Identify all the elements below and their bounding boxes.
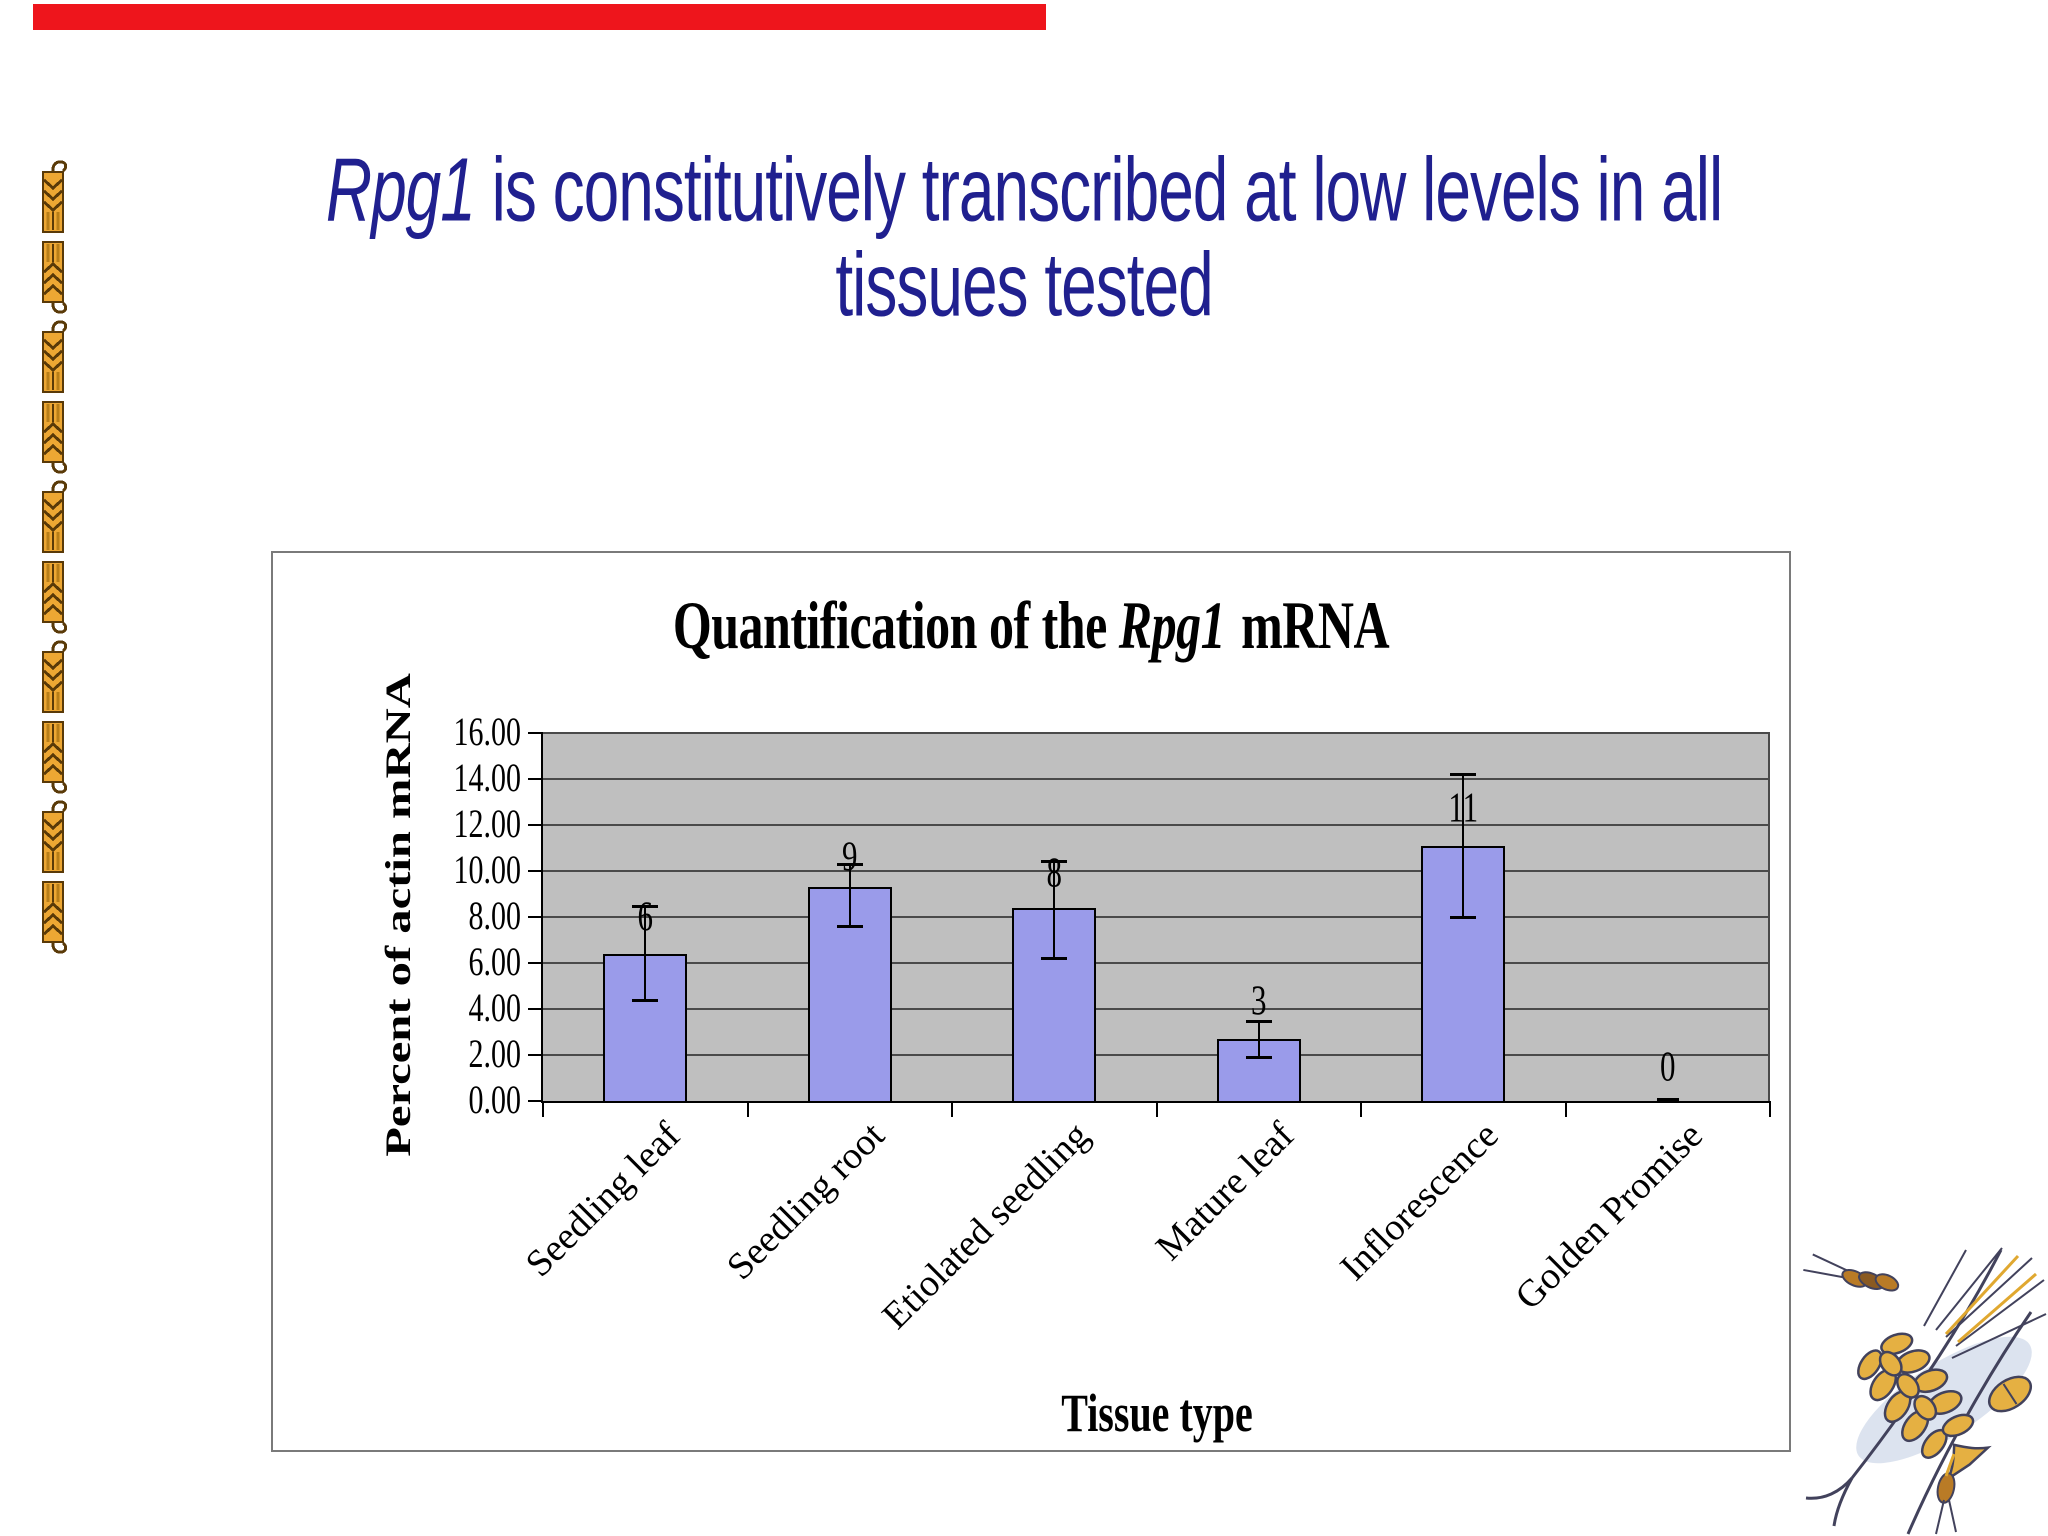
y-tick	[528, 1100, 543, 1102]
slide-title-line2: tissues tested	[835, 234, 1213, 336]
error-bar-cap-bottom	[1656, 1098, 1679, 1102]
wheat-column-icon	[41, 160, 67, 954]
y-tick-label: 0.00	[468, 1078, 522, 1123]
error-bar-cap-bottom	[1450, 916, 1477, 919]
y-tick-label: 14.00	[453, 756, 522, 801]
bar-value-label: 6	[637, 892, 654, 940]
slide-title-gene: Rpg1	[325, 139, 476, 240]
barley-ear-icon	[1803, 1247, 2047, 1535]
y-tick-label: 6.00	[468, 940, 522, 985]
error-bar-line	[848, 864, 851, 927]
chart-title: Quantification of the Rpg1 mRNA	[271, 589, 1791, 662]
plot-right-border	[1768, 733, 1770, 1101]
x-tick	[951, 1101, 953, 1117]
error-bar-cap-bottom	[1245, 1056, 1272, 1060]
gridline	[543, 732, 1770, 734]
y-tick-label: 2.00	[468, 1032, 522, 1077]
gridline	[543, 870, 1770, 872]
x-axis-title: Tissue type	[1061, 1382, 1253, 1444]
y-tick	[528, 824, 543, 826]
gridline	[543, 1054, 1770, 1056]
bar-value-label: 9	[842, 832, 858, 881]
y-tick	[528, 962, 543, 964]
error-bar-line	[1053, 860, 1056, 959]
gridline	[543, 1008, 1770, 1010]
y-tick	[528, 732, 543, 734]
gridline	[543, 916, 1770, 918]
y-tick-label: 4.00	[468, 986, 522, 1031]
bar-value-label: 3	[1251, 976, 1267, 1024]
error-bar-cap-bottom	[836, 925, 863, 929]
y-tick-label: 10.00	[453, 848, 522, 893]
gridline	[543, 778, 1770, 780]
y-tick	[528, 778, 543, 780]
error-bar-cap-top	[836, 863, 863, 867]
y-tick-label: 12.00	[453, 802, 522, 847]
error-bar-cap-top	[1245, 1019, 1272, 1023]
error-bar-cap-top	[1041, 859, 1068, 863]
x-tick	[1360, 1101, 1362, 1117]
x-tick	[746, 1101, 749, 1117]
chart-title-gene: Rpg1	[1118, 587, 1226, 663]
error-bar-cap-bottom	[632, 998, 659, 1002]
y-tick	[528, 870, 543, 872]
y-tick	[528, 1054, 543, 1056]
bar	[1012, 907, 1097, 1101]
y-axis-line	[541, 733, 543, 1103]
chart-title-prefix: Quantification of the	[672, 587, 1119, 663]
bar-value-label: 0	[1660, 1042, 1676, 1090]
bar-value-label: 8	[1046, 848, 1063, 897]
y-tick	[528, 1008, 543, 1010]
error-bar-cap-top	[632, 904, 659, 908]
bar-value-label: 11	[1448, 783, 1479, 831]
error-bar-cap-bottom	[1041, 957, 1068, 961]
error-bar-line	[1462, 774, 1465, 917]
y-tick-label: 8.00	[468, 894, 522, 939]
y-tick	[528, 916, 543, 918]
gridline	[543, 962, 1770, 964]
red-accent-bar	[33, 4, 1046, 30]
error-bar-line	[1257, 1020, 1260, 1058]
error-bar-line	[644, 905, 647, 1000]
slide-title: Rpg1 is constitutively transcribed at lo…	[0, 142, 2048, 332]
x-tick	[1564, 1101, 1567, 1117]
slide-title-line1: Rpg1 is constitutively transcribed at lo…	[325, 139, 1723, 240]
chart-title-suffix: mRNA	[1241, 587, 1390, 663]
x-tick	[542, 1101, 544, 1117]
x-tick	[1155, 1101, 1158, 1117]
y-tick-label: 16.00	[453, 710, 522, 755]
error-bar-cap-top	[1450, 773, 1477, 777]
x-tick	[1769, 1101, 1771, 1117]
gridline	[543, 824, 1770, 826]
